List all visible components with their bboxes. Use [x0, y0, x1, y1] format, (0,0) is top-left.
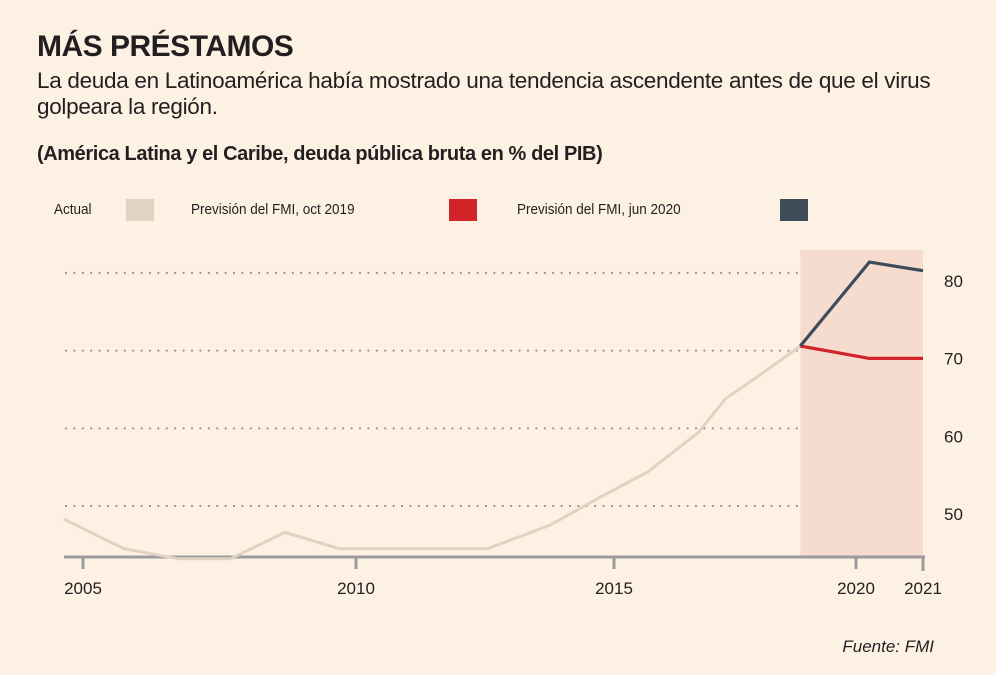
- forecast-band: [800, 250, 923, 557]
- y-tick-label-80: 80: [944, 272, 963, 291]
- source-note: Fuente: FMI: [842, 637, 934, 656]
- series-jun-2020-forecast-line: [799, 260, 924, 348]
- chart-title: MÁS PRÉSTAMOS: [37, 30, 294, 63]
- unit-label: (América Latina y el Caribe, deuda públi…: [37, 143, 603, 165]
- x-tick-label-2010: 2010: [337, 579, 375, 598]
- chart-subtitle: La deuda en Latinoamérica había mostrado…: [37, 68, 931, 119]
- series-actual-line: [63, 344, 802, 561]
- legend-swatch-oct-2019: [449, 199, 477, 221]
- x-tick-label-2021: 2021: [904, 579, 942, 598]
- series-oct-2019-forecast-line: [800, 344, 923, 360]
- x-tick-label-2005: 2005: [64, 579, 102, 598]
- y-tick-label-70: 70: [944, 350, 963, 369]
- legend-swatch-actual: [126, 199, 154, 221]
- legend-swatch-jun-2020: [780, 199, 808, 221]
- legend-label-actual: Actual: [54, 201, 92, 218]
- legend-label-jun-2020: Previsión del FMI, jun 2020: [517, 201, 681, 218]
- y-tick-label-60: 60: [944, 427, 963, 446]
- y-tick-label-50: 50: [944, 505, 963, 524]
- legend-label-oct-2019: Previsión del FMI, oct 2019: [191, 201, 355, 218]
- x-tick-label-2015: 2015: [595, 579, 633, 598]
- x-tick-label-2020: 2020: [837, 579, 875, 598]
